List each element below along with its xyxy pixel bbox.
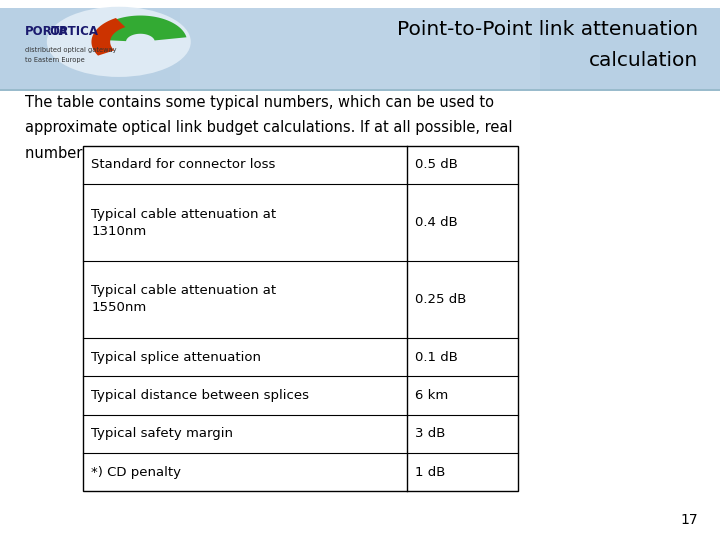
Text: distributed optical gateway: distributed optical gateway [25, 47, 117, 53]
Polygon shape [91, 18, 125, 56]
Polygon shape [94, 16, 186, 41]
Bar [0, 89, 720, 91]
Text: 3 dB: 3 dB [415, 427, 446, 440]
Text: 0.1 dB: 0.1 dB [415, 350, 459, 363]
Text: 0.4 dB: 0.4 dB [415, 216, 458, 229]
Text: Typical cable attenuation at
1550nm: Typical cable attenuation at 1550nm [91, 285, 276, 314]
Text: PORTA: PORTA [25, 24, 69, 38]
Text: Typical cable attenuation at
1310nm: Typical cable attenuation at 1310nm [91, 207, 276, 238]
Text: Typical distance between splices: Typical distance between splices [91, 389, 310, 402]
Bar [0, 0, 720, 89]
Text: The table contains some typical numbers, which can be used to: The table contains some typical numbers,… [25, 94, 494, 110]
Text: approximate optical link budget calculations. If at all possible, real: approximate optical link budget calculat… [25, 120, 513, 136]
Text: to Eastern Europe: to Eastern Europe [25, 57, 85, 63]
Text: 1 dB: 1 dB [415, 465, 446, 478]
Text: 0.25 dB: 0.25 dB [415, 293, 467, 306]
Bar [180, 0, 540, 89]
Text: *) CD penalty: *) CD penalty [91, 465, 181, 478]
Text: 6 km: 6 km [415, 389, 449, 402]
Text: calculation: calculation [589, 51, 698, 70]
Text: numbers from the network in question should be used.: numbers from the network in question sho… [25, 146, 429, 161]
Text: Point-to-Point link attenuation: Point-to-Point link attenuation [397, 20, 698, 39]
Bar [0, 0, 720, 8]
Text: Typical splice attenuation: Typical splice attenuation [91, 350, 261, 363]
Text: Standard for connector loss: Standard for connector loss [91, 159, 276, 172]
Ellipse shape [47, 6, 191, 77]
Text: 17: 17 [681, 512, 698, 526]
Text: OPTICA: OPTICA [49, 24, 98, 38]
Bar [83, 146, 518, 491]
Text: Typical safety margin: Typical safety margin [91, 427, 233, 440]
Text: 0.5 dB: 0.5 dB [415, 159, 459, 172]
